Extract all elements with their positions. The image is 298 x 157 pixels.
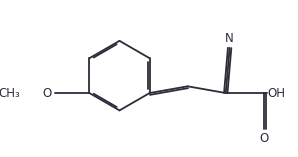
Text: CH₃: CH₃	[0, 87, 20, 100]
Text: N: N	[225, 32, 234, 45]
Text: O: O	[43, 87, 52, 100]
Text: O: O	[260, 132, 269, 145]
Text: OH: OH	[268, 87, 286, 100]
